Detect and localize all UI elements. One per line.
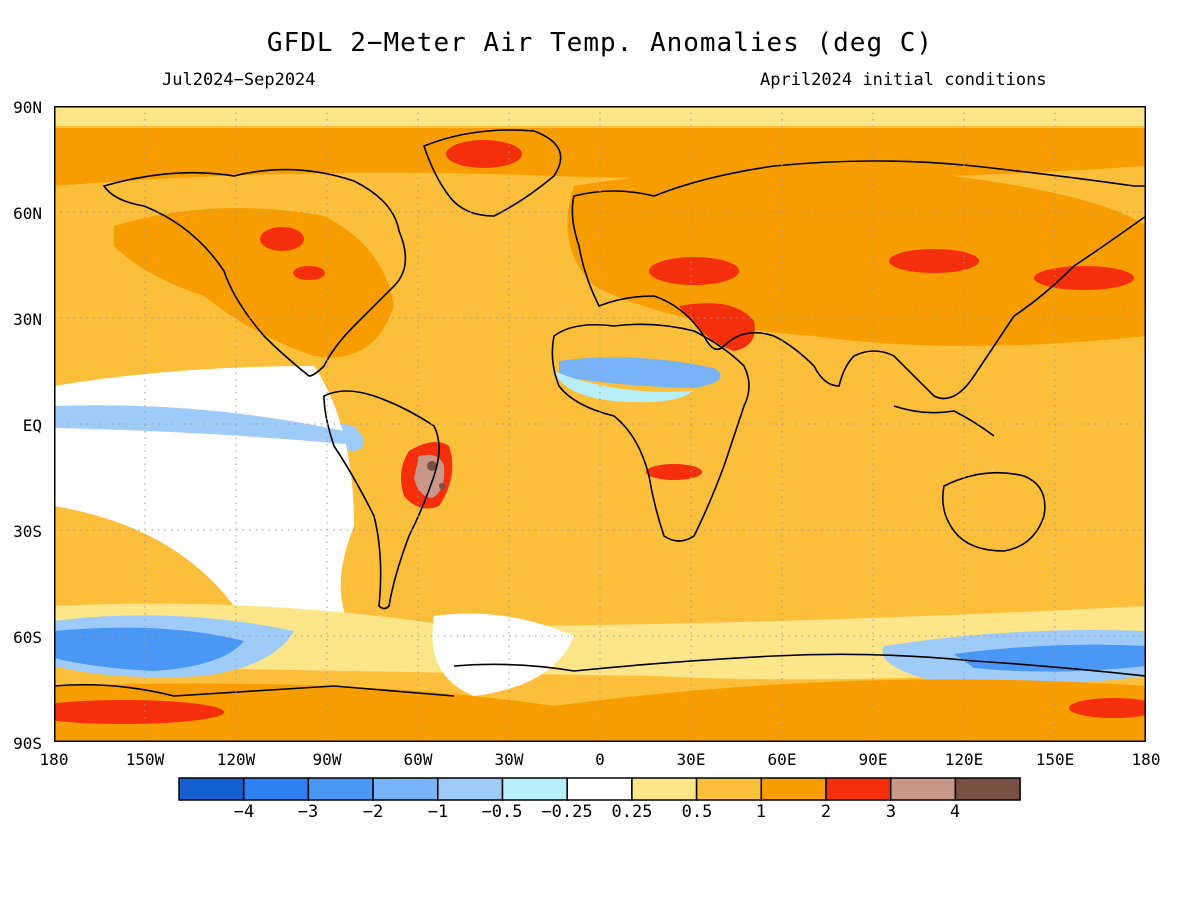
anomaly-neutral-region — [432, 613, 574, 696]
colorbar-label: −3 — [297, 802, 319, 822]
colorbar-swatch — [695, 777, 763, 801]
lat-label: 60S — [13, 628, 42, 647]
colorbar-swatch — [954, 777, 1021, 801]
lat-label: 90S — [13, 734, 42, 753]
anomaly-hotspot — [439, 483, 445, 489]
lon-label: 180 — [39, 750, 69, 769]
colorbar-swatch — [437, 777, 504, 801]
lon-label: 150E — [1035, 750, 1075, 769]
lon-label: 150W — [125, 750, 165, 769]
forecast-period: Jul2024−Sep2024 — [162, 70, 316, 90]
colorbar-label: −0.5 — [481, 802, 523, 822]
graticule — [54, 106, 1146, 742]
anomaly-hotspot — [260, 227, 304, 251]
anomaly-hotspot — [889, 249, 979, 273]
lon-label: 30E — [676, 750, 706, 769]
lat-label: 30N — [13, 310, 42, 329]
colorbar-swatch — [825, 777, 892, 801]
map-title: GFDL 2−Meter Air Temp. Anomalies (deg C) — [266, 28, 934, 58]
coastlines — [54, 129, 1146, 697]
colorbar-label: 0.5 — [681, 802, 713, 822]
anomaly-hotspot — [646, 464, 702, 480]
colorbar-label: −2 — [362, 802, 384, 822]
arctic-band — [54, 106, 1146, 126]
colorbar-label: 0.25 — [611, 802, 653, 822]
colorbar-swatch — [307, 777, 374, 801]
colorbar-label: 1 — [755, 802, 767, 822]
anomaly-hotspot — [446, 140, 522, 168]
colorbar-swatch — [631, 777, 698, 801]
anomaly-hotspot — [54, 700, 224, 724]
lat-label: EQ — [22, 416, 42, 435]
colorbar-label: −4 — [233, 802, 255, 822]
anomaly-map — [54, 106, 1146, 742]
anomaly-hotspot — [1069, 698, 1146, 718]
colorbar-label: 3 — [885, 802, 897, 822]
anomaly-hotspot — [649, 257, 739, 285]
anomaly-cool-band — [554, 371, 694, 403]
lon-label: 90W — [312, 750, 342, 769]
lon-label: 30W — [494, 750, 524, 769]
anomaly-hotspot — [1034, 266, 1134, 290]
lon-label: 120E — [944, 750, 984, 769]
colorbar-label: 4 — [949, 802, 961, 822]
anomaly-neutral-region — [54, 366, 394, 668]
lat-label: 30S — [13, 522, 42, 541]
anomaly-cool-band — [559, 357, 721, 388]
colorbar-swatch — [889, 777, 957, 801]
colorbar-swatch — [178, 777, 245, 801]
lon-label: 60W — [403, 750, 433, 769]
colorbar-label: −1 — [427, 802, 449, 822]
anomaly-region — [54, 603, 1146, 680]
initial-conditions: April2024 initial conditions — [760, 70, 1047, 90]
colorbar-swatch — [501, 777, 568, 801]
anomaly-cool-band — [54, 405, 349, 444]
lon-label: 180 — [1131, 750, 1161, 769]
anomaly-hotspot — [679, 303, 755, 351]
colorbar-swatch — [566, 777, 633, 801]
colorbar-label: −0.25 — [541, 802, 593, 822]
lat-label: 60N — [13, 204, 42, 223]
lon-label: 0 — [595, 750, 605, 769]
colorbar-swatch — [242, 777, 310, 801]
colorbar-swatch — [372, 777, 439, 801]
anomaly-region — [114, 208, 394, 358]
anomaly-hotspot — [293, 266, 325, 280]
colorbar-label: 2 — [820, 802, 832, 822]
lon-label: 60E — [767, 750, 797, 769]
lon-label: 120W — [216, 750, 256, 769]
map-frame — [54, 106, 1146, 742]
anomaly-hotspot — [427, 461, 437, 471]
anomaly-cool-band — [54, 627, 244, 671]
colorbar-swatch — [760, 777, 827, 801]
colorbar — [178, 777, 1021, 801]
lat-label: 90N — [13, 98, 42, 117]
lon-label: 90E — [858, 750, 888, 769]
anomaly-cool-band — [954, 644, 1146, 672]
